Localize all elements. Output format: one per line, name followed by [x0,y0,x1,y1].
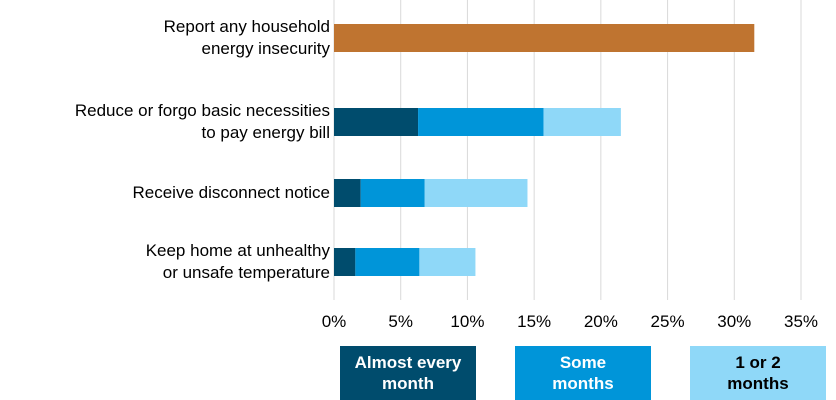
bar-segment [334,108,419,136]
legend-item: Some months [515,346,651,400]
bar-segment [418,108,544,136]
x-tick-label: 15% [517,312,552,331]
bar-segment [543,108,621,136]
category-label: Report any household energy insecurity [163,17,330,58]
bar-segment [334,248,356,276]
legend-item: Almost every month [340,346,476,400]
legend-item: 1 or 2 months [690,346,826,400]
bar-segment [419,248,476,276]
x-tick-label: 0% [321,312,347,331]
category-label: Receive disconnect notice [132,183,330,202]
bar-segment [355,248,420,276]
bar-segment [334,179,361,207]
category-label: Keep home at unhealthy or unsafe tempera… [145,241,330,282]
x-tick-label: 25% [650,312,685,331]
x-tick-label: 30% [717,312,752,331]
bar [334,24,755,52]
category-label: Reduce or forgo basic necessities to pay… [74,101,330,142]
bar-segment [360,179,425,207]
x-tick-label: 5% [388,312,413,331]
x-tick-label: 35% [783,312,819,331]
x-tick-label: 10% [450,312,485,331]
bar-segment [424,179,528,207]
x-tick-label: 20% [583,312,618,331]
